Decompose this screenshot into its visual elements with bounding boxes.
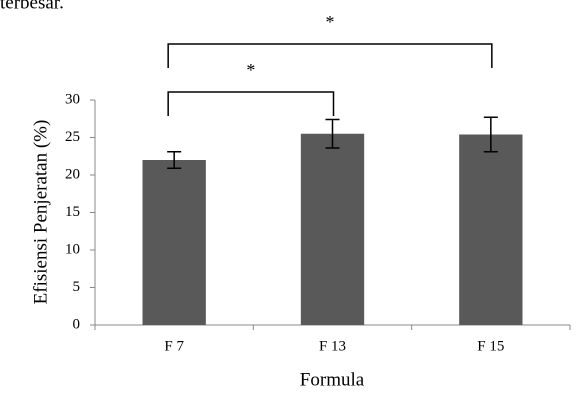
bar: [459, 134, 523, 325]
bar: [142, 160, 206, 325]
significance-bracket: [167, 43, 493, 68]
x-tick-label: F 7: [164, 338, 184, 354]
y-tick-label: 15: [65, 204, 80, 220]
error-bar: [325, 118, 340, 149]
significance-label: *: [246, 60, 255, 80]
significance-bracket: [167, 91, 335, 116]
y-tick-label: 5: [73, 279, 81, 295]
significance-label: *: [326, 12, 335, 32]
x-tick-label: F 13: [319, 338, 346, 354]
y-tick-label: 30: [65, 91, 80, 107]
error-bar: [167, 151, 182, 169]
error-bar: [483, 116, 498, 153]
y-tick-label: 20: [65, 166, 80, 182]
bar: [300, 133, 365, 325]
y-tick-label: 0: [73, 316, 81, 332]
x-axis-label: Formula: [300, 369, 365, 390]
cropped-caption: terbesar.: [0, 0, 64, 13]
y-tick-label: 25: [65, 129, 80, 145]
y-tick-label: 10: [65, 241, 80, 257]
x-tick-label: F 15: [477, 338, 504, 354]
y-axis-label: Efisiensi Penjeratan (%): [30, 120, 51, 305]
